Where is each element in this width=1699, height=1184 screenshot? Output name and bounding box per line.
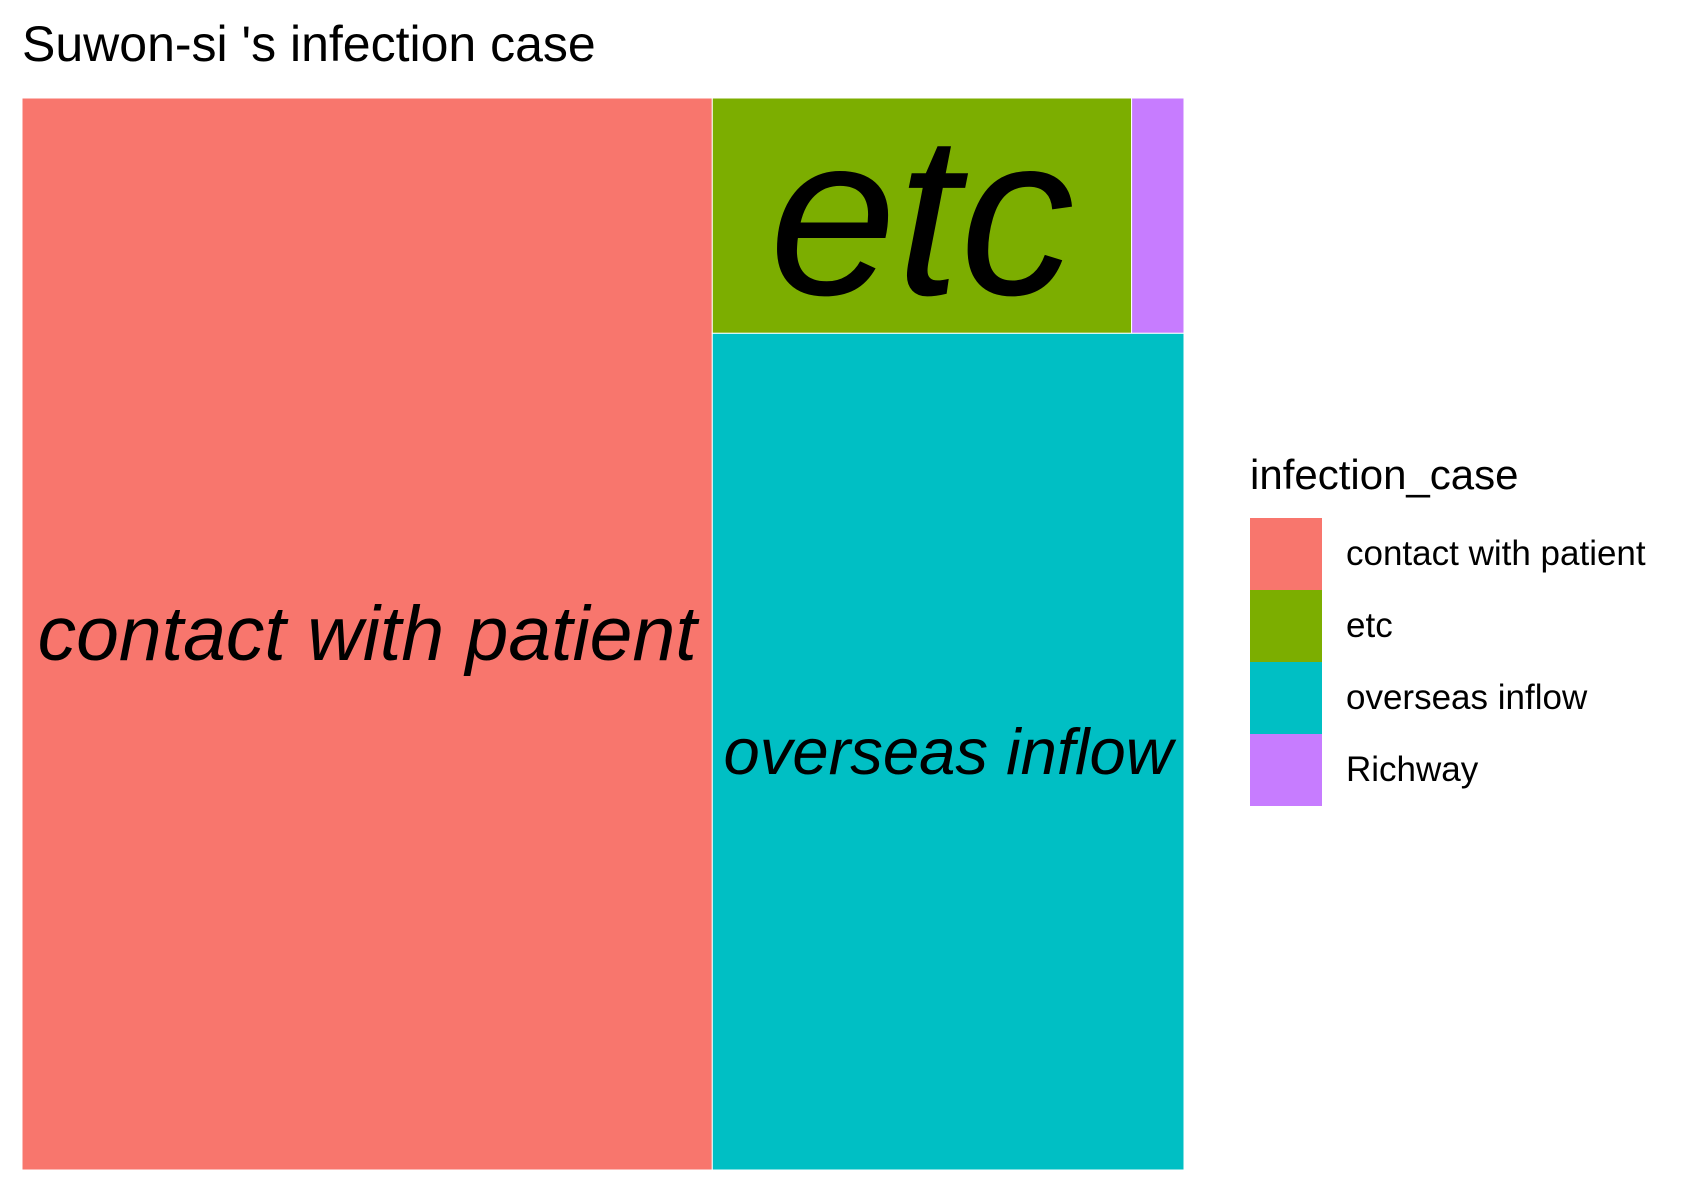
legend-item-etc: etc — [1250, 590, 1646, 662]
treemap-tile-richway — [1131, 97, 1185, 334]
treemap-plot: contact with patient etc overseas inflow — [21, 88, 1185, 1171]
legend-key-richway — [1250, 734, 1322, 806]
legend-title: infection_case — [1250, 451, 1519, 498]
treemap-tile-overseas-inflow — [711, 332, 1185, 1171]
legend: infection_case contact with patient etc … — [1250, 450, 1646, 806]
treemap-tile-etc — [711, 97, 1133, 334]
legend-key-etc — [1250, 590, 1322, 662]
legend-key-contact-with-patient — [1250, 518, 1322, 590]
legend-item-contact-with-patient: contact with patient — [1250, 518, 1646, 590]
chart-title: Suwon-si 's infection case — [22, 16, 596, 72]
treemap-label-contact-with-patient: contact with patient — [38, 591, 701, 677]
legend-label-etc: etc — [1346, 606, 1393, 645]
legend-item-overseas-inflow: overseas inflow — [1250, 662, 1646, 734]
legend-label-overseas-inflow: overseas inflow — [1346, 678, 1588, 717]
legend-label-richway: Richway — [1346, 750, 1479, 789]
treemap-label-etc: etc — [769, 88, 1074, 343]
legend-key-overseas-inflow — [1250, 662, 1322, 734]
treemap-tile-contact-with-patient — [21, 97, 713, 1171]
legend-label-contact-with-patient: contact with patient — [1346, 534, 1646, 573]
treemap-label-overseas-inflow: overseas inflow — [724, 715, 1177, 788]
legend-item-richway: Richway — [1250, 734, 1646, 806]
